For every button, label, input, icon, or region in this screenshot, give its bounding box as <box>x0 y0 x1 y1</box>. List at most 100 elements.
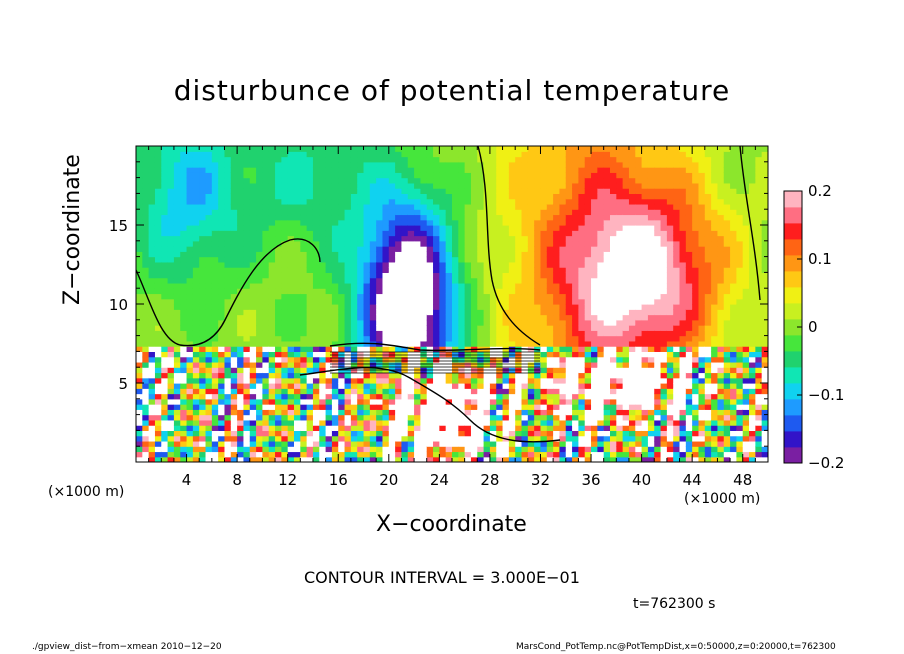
field-cell <box>508 167 516 173</box>
field-cell <box>357 188 365 194</box>
field-cell <box>414 319 421 326</box>
field-cell <box>452 277 459 284</box>
field-cell <box>211 235 219 242</box>
field-cell <box>452 430 459 437</box>
field-cell <box>142 198 150 205</box>
field-cell <box>553 267 561 273</box>
field-cell <box>420 214 428 221</box>
field-cell <box>647 351 655 358</box>
field-cell <box>275 182 282 189</box>
field-cell <box>521 304 529 310</box>
field-cell <box>540 219 548 226</box>
field-cell <box>350 167 358 173</box>
field-cell <box>565 430 573 437</box>
field-cell <box>388 430 396 437</box>
field-cell <box>167 372 175 379</box>
field-cell <box>237 346 245 352</box>
field-cell <box>565 304 573 310</box>
field-cell <box>350 414 358 421</box>
field-cell <box>173 404 181 410</box>
field-cell <box>591 435 598 442</box>
field-cell <box>502 293 510 300</box>
field-cell <box>136 430 143 437</box>
field-cell <box>521 240 529 247</box>
field-cell <box>319 414 327 421</box>
field-cell <box>565 356 573 363</box>
field-cell <box>641 414 649 421</box>
field-cell <box>142 219 150 226</box>
field-cell <box>439 219 447 226</box>
field-cell <box>401 314 409 321</box>
field-cell <box>603 288 611 295</box>
field-cell <box>426 156 434 163</box>
field-cell <box>565 440 573 447</box>
field-cell <box>376 293 384 300</box>
field-cell <box>312 367 320 374</box>
field-cell <box>433 188 440 194</box>
field-cell <box>477 356 485 363</box>
field-cell <box>205 451 213 458</box>
field-cell <box>312 446 320 453</box>
field-cell <box>489 425 497 431</box>
field-cell <box>287 351 295 358</box>
field-cell <box>249 198 257 205</box>
field-cell <box>312 319 320 326</box>
field-cell <box>205 330 213 337</box>
field-cell <box>464 267 472 273</box>
field-cell <box>464 272 472 279</box>
field-cell <box>496 282 504 289</box>
field-cell <box>540 309 548 316</box>
field-cell <box>603 225 611 231</box>
field-cell <box>433 309 440 316</box>
field-cell <box>483 330 491 337</box>
field-cell <box>369 203 377 210</box>
field-cell <box>414 219 421 226</box>
field-cell <box>338 240 346 247</box>
field-cell <box>452 356 459 363</box>
field-cell <box>294 435 301 442</box>
field-cell <box>584 282 592 289</box>
field-cell <box>578 425 586 431</box>
field-cell <box>603 188 611 194</box>
field-cell <box>470 214 478 221</box>
field-cell <box>628 214 636 221</box>
field-cell <box>584 325 592 331</box>
field-cell <box>312 372 320 379</box>
field-cell <box>211 404 219 410</box>
field-cell <box>622 372 630 379</box>
field-cell <box>395 209 403 216</box>
field-cell <box>199 230 207 237</box>
field-cell <box>218 393 226 400</box>
field-cell <box>237 409 245 416</box>
field-cell <box>192 172 200 179</box>
field-cell <box>470 430 478 437</box>
field-cell <box>603 404 611 410</box>
field-cell <box>376 446 384 453</box>
field-cell <box>527 282 535 289</box>
field-cell <box>470 193 478 200</box>
field-cell <box>148 188 156 194</box>
field-cell <box>508 388 516 395</box>
field-cell <box>426 267 434 273</box>
field-cell <box>344 383 352 389</box>
field-cell <box>180 446 188 453</box>
field-cell <box>559 393 567 400</box>
field-cell <box>167 330 175 337</box>
field-cell <box>268 377 276 384</box>
field-cell <box>287 282 295 289</box>
field-cell <box>565 309 573 316</box>
field-cell <box>660 419 668 426</box>
field-cell <box>243 230 251 237</box>
field-cell <box>470 146 478 152</box>
field-cell <box>154 214 162 221</box>
field-cell <box>173 351 181 358</box>
field-cell <box>312 293 320 300</box>
field-cell <box>363 309 371 316</box>
field-cell <box>161 388 169 395</box>
field-cell <box>136 156 143 163</box>
field-cell <box>477 335 485 342</box>
field-cell <box>211 288 219 295</box>
field-cell <box>186 151 194 158</box>
field-cell <box>508 251 516 258</box>
field-cell <box>344 335 352 342</box>
